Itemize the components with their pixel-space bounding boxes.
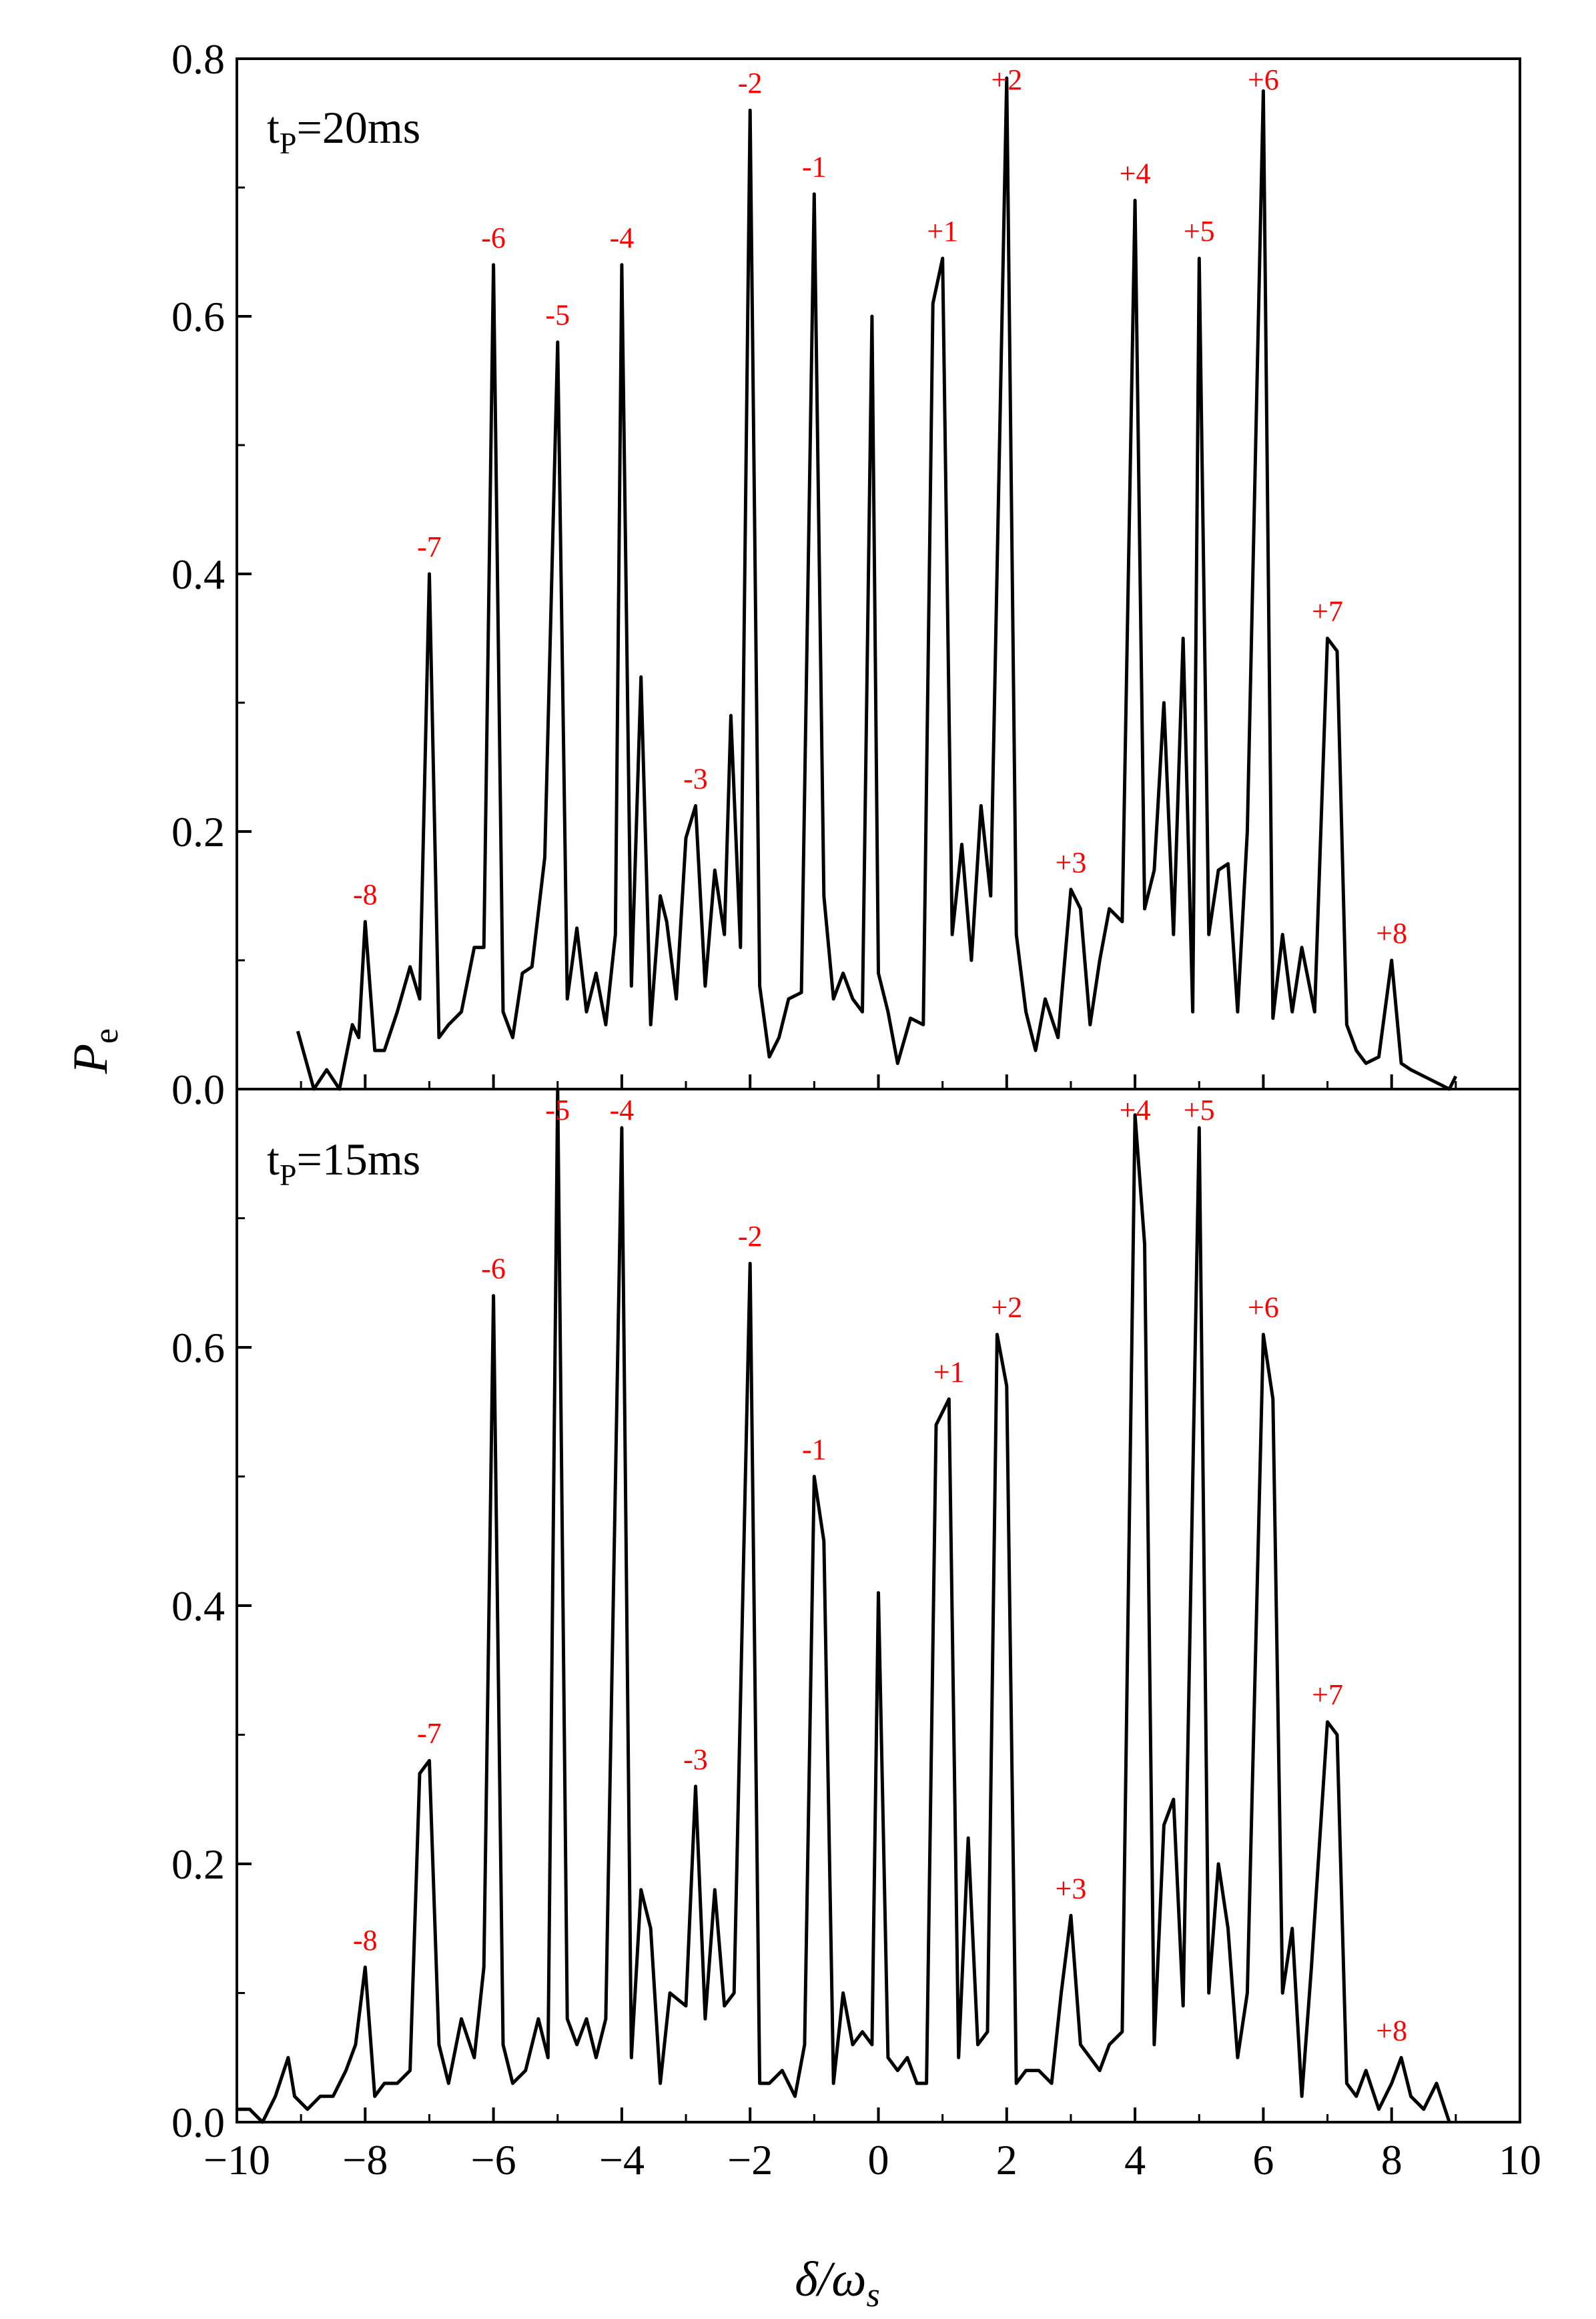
peak-label: -1 [802, 151, 827, 184]
peak-label: +4 [1120, 1094, 1151, 1126]
y-tick-label: 0.4 [171, 551, 225, 598]
peak-label: +3 [1056, 846, 1087, 879]
peak-label: -4 [610, 222, 635, 254]
x-tick-label: −10 [204, 2136, 270, 2184]
panel-top: tP=20ms 0.0 0.2 0.4 0.6 0.8 -8 -7 -6 -5 -4 -3 -2 -1 +… [171, 35, 1521, 1113]
y-tick-label: 0.4 [171, 1582, 225, 1630]
y-axis-title: Pe [63, 1028, 125, 1074]
peak-label: +4 [1120, 157, 1151, 190]
y-tick-label: 0.8 [171, 35, 225, 83]
peak-label: -2 [738, 67, 763, 99]
peak-label: +8 [1376, 2014, 1407, 2047]
x-tick-label: −6 [471, 2136, 516, 2184]
series-line [296, 76, 1458, 1091]
peak-label: +5 [1184, 215, 1215, 248]
peak-label: +1 [933, 1355, 965, 1388]
peak-label: -6 [481, 222, 506, 254]
peak-label: +2 [991, 1291, 1022, 1324]
x-tick-label: 10 [1499, 2136, 1541, 2184]
x-axis-title: δ/ωs [795, 2252, 879, 2314]
x-tick-label: 8 [1381, 2136, 1403, 2184]
peak-label: -5 [545, 1094, 570, 1126]
peak-label: -8 [353, 878, 378, 911]
panel-bottom: tP=15ms 0.0 0.2 0.4 0.6 −10 −8 −6 −4 −2 0 2 4 6 8 10 -8… [171, 1087, 1541, 2184]
peak-label: -5 [545, 299, 570, 332]
peak-label: +5 [1184, 1094, 1215, 1126]
peak-label: +2 [991, 63, 1022, 96]
peak-label: -6 [481, 1253, 506, 1285]
y-tick-label: 0.2 [171, 1841, 225, 1888]
peak-label: +6 [1248, 1291, 1279, 1324]
peak-label: -3 [683, 762, 708, 795]
peak-label: -3 [683, 1743, 708, 1776]
panel-top-label: tP=20ms [267, 102, 420, 160]
peak-label: +8 [1376, 917, 1407, 950]
x-tick-label: −4 [599, 2136, 645, 2184]
x-tick-label: −2 [727, 2136, 773, 2184]
peak-label: +3 [1056, 1872, 1087, 1905]
y-tick-label: 0.2 [171, 808, 225, 856]
y-tick-label: 0.0 [171, 2099, 225, 2146]
x-tick-label: −8 [342, 2136, 388, 2184]
y-tick-label: 0.6 [171, 1324, 225, 1371]
peak-label: -7 [417, 531, 442, 563]
peak-label: -7 [417, 1717, 442, 1750]
x-tick-label: 0 [868, 2136, 889, 2184]
peak-label: -1 [802, 1433, 827, 1466]
peak-label: +7 [1312, 1678, 1343, 1711]
peak-label: -4 [610, 1094, 635, 1126]
peak-label: -2 [738, 1220, 763, 1253]
y-tick-label: 0.0 [171, 1066, 225, 1113]
x-tick-label: 6 [1252, 2136, 1274, 2184]
panel-bottom-label: tP=15ms [267, 1134, 420, 1192]
peak-label: +7 [1312, 595, 1343, 628]
series-line [237, 1087, 1451, 2124]
y-tick-label: 0.6 [171, 293, 225, 340]
x-tick-label: 4 [1124, 2136, 1146, 2184]
peak-label: -8 [353, 1924, 378, 1957]
peak-label: +6 [1248, 63, 1279, 96]
x-tick-label: 2 [996, 2136, 1018, 2184]
peak-label: +1 [927, 215, 958, 248]
